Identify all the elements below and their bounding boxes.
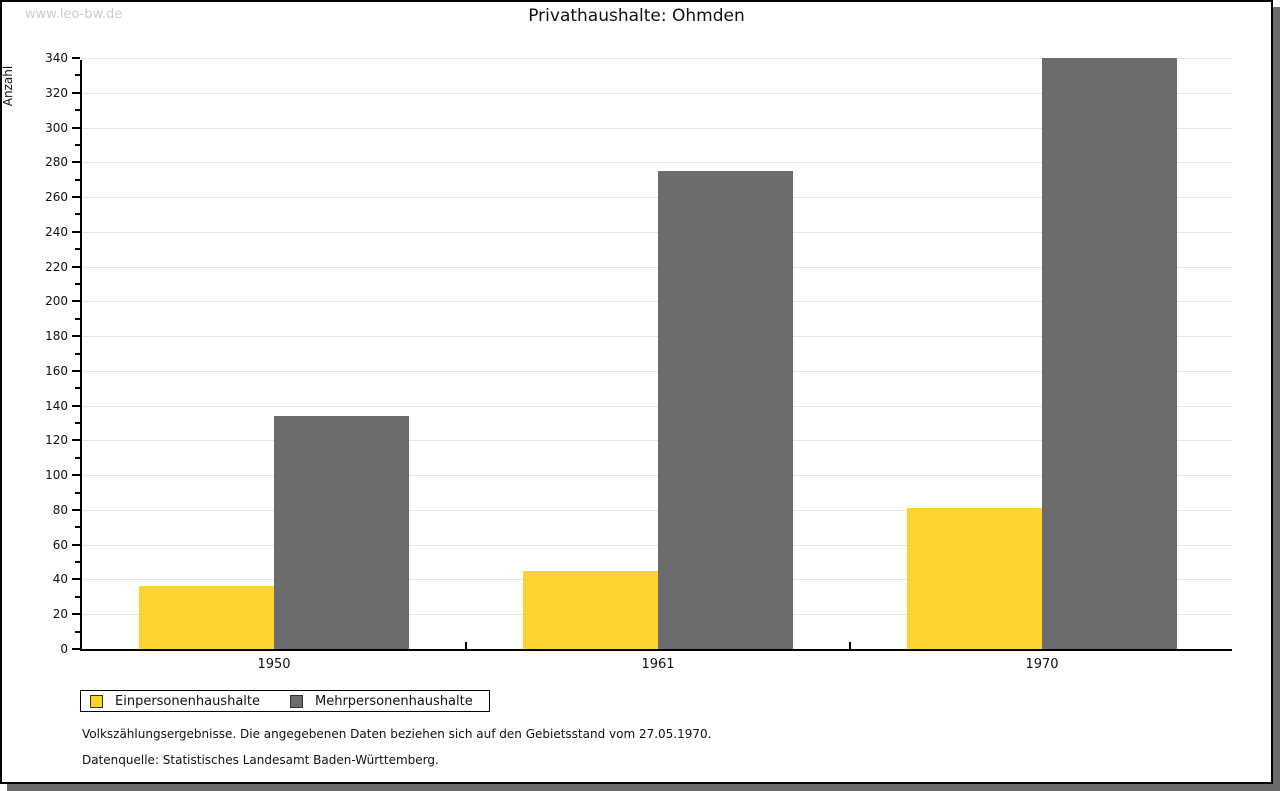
gridline-60 — [82, 544, 1232, 546]
y-tick-major-20 — [72, 613, 80, 616]
gridline-160 — [82, 370, 1232, 372]
gridline-180 — [82, 336, 1232, 338]
legend-item-mehrpersonenhaushalte: Mehrpersonenhaushalte — [290, 694, 473, 709]
y-tick-label-0: 0 — [60, 642, 68, 656]
y-tick-minor-110 — [75, 456, 80, 459]
gridline-240 — [82, 231, 1232, 233]
y-tick-minor-270 — [75, 178, 80, 181]
x-category-label-1970: 1970 — [1025, 657, 1059, 672]
y-tick-label-40: 40 — [52, 572, 68, 587]
y-tick-minor-170 — [75, 352, 80, 355]
y-tick-major-340 — [72, 57, 80, 59]
y-tick-label-120: 120 — [45, 433, 68, 448]
footnote-data-source: Datenquelle: Statistisches Landesamt Bad… — [82, 753, 439, 767]
y-tick-minor-330 — [75, 74, 80, 77]
legend-swatch-mehrpersonenhaushalte — [290, 694, 303, 708]
y-tick-minor-190 — [75, 317, 80, 320]
y-tick-major-260 — [72, 196, 80, 199]
y-tick-label-80: 80 — [52, 502, 68, 517]
gridline-280 — [82, 162, 1232, 164]
y-tick-minor-210 — [75, 282, 80, 285]
x-tick-boundary-2 — [849, 642, 851, 649]
y-tick-major-60 — [72, 543, 80, 546]
gridline-260 — [82, 197, 1232, 199]
y-tick-minor-310 — [75, 109, 80, 112]
y-tick-label-200: 200 — [45, 294, 68, 309]
y-tick-minor-290 — [75, 143, 80, 146]
footnote-source-note: Volkszählungsergebnisse. Die angegebenen… — [82, 727, 712, 741]
y-tick-major-80 — [72, 508, 80, 511]
y-tick-label-220: 220 — [45, 259, 68, 274]
y-tick-minor-10 — [75, 630, 80, 633]
y-tick-minor-90 — [75, 491, 80, 494]
x-tick-boundary-1 — [465, 642, 467, 649]
legend-label: Mehrpersonenhaushalte — [315, 693, 473, 709]
y-tick-minor-70 — [75, 526, 80, 529]
y-tick-label-260: 260 — [45, 190, 68, 205]
y-axis-label: Anzahl — [1, 65, 15, 107]
plot-area: 0 20 40 60 80 100 120 140 160 180 200 220 240 260 280 3… — [45, 51, 1232, 672]
y-tick-major-320 — [72, 91, 80, 94]
y-tick-major-140 — [72, 404, 80, 407]
gridline-120 — [82, 440, 1232, 442]
y-tick-major-40 — [72, 578, 80, 581]
bar-mehrpersonenhaushalte-1970 — [1042, 58, 1177, 649]
gridline-80 — [82, 509, 1232, 511]
y-tick-major-0 — [72, 648, 80, 650]
y-tick-label-140: 140 — [45, 398, 68, 413]
y-tick-major-120 — [72, 439, 80, 442]
y-tick-major-180 — [72, 335, 80, 338]
y-tick-minor-230 — [75, 248, 80, 251]
legend-swatch-einpersonenhaushalte — [90, 694, 103, 708]
x-category-label-1950: 1950 — [257, 657, 291, 672]
y-tick-major-280 — [72, 161, 80, 164]
y-tick-major-160 — [72, 369, 80, 372]
legend-item-einpersonenhaushalte: Einpersonenhaushalte — [90, 694, 260, 709]
y-tick-label-240: 240 — [45, 224, 68, 239]
chart-title: Privathaushalte: Ohmden — [528, 6, 745, 26]
bar-einpersonenhaushalte-1970 — [907, 508, 1042, 649]
bar-mehrpersonenhaushalte-1961 — [658, 171, 793, 649]
gridline-200 — [82, 301, 1232, 303]
y-tick-label-320: 320 — [45, 85, 68, 100]
gridline-220 — [82, 266, 1232, 268]
y-tick-minor-250 — [75, 213, 80, 216]
y-tick-label-60: 60 — [52, 537, 68, 552]
y-tick-label-20: 20 — [52, 607, 68, 622]
y-tick-major-200 — [72, 300, 80, 303]
y-tick-minor-50 — [75, 561, 80, 564]
bar-einpersonenhaushalte-1961 — [523, 571, 658, 649]
y-tick-major-220 — [72, 265, 80, 268]
y-tick-major-100 — [72, 474, 80, 477]
gridline-340 — [82, 58, 1232, 59]
gridline-100 — [82, 475, 1232, 477]
gridline-140 — [82, 405, 1232, 407]
watermark: www.leo-bw.de — [25, 7, 123, 22]
y-tick-minor-130 — [75, 422, 80, 425]
y-tick-major-300 — [72, 126, 80, 129]
y-tick-label-180: 180 — [45, 329, 68, 344]
y-tick-label-340: 340 — [45, 51, 68, 65]
bar-einpersonenhaushalte-1950 — [139, 586, 274, 649]
y-tick-minor-150 — [75, 387, 80, 390]
y-tick-major-240 — [72, 230, 80, 233]
y-tick-label-160: 160 — [45, 363, 68, 378]
gridline-300 — [82, 127, 1232, 129]
legend-label: Einpersonenhaushalte — [115, 693, 260, 709]
y-tick-label-100: 100 — [45, 468, 68, 483]
y-tick-minor-30 — [75, 595, 80, 598]
x-category-label-1961: 1961 — [641, 657, 675, 672]
y-tick-label-280: 280 — [45, 155, 68, 170]
bar-mehrpersonenhaushalte-1950 — [274, 416, 409, 649]
gridline-320 — [82, 92, 1232, 94]
legend: Einpersonenhaushalte Mehrpersonenhaushalt… — [80, 690, 490, 712]
y-tick-label-300: 300 — [45, 120, 68, 135]
